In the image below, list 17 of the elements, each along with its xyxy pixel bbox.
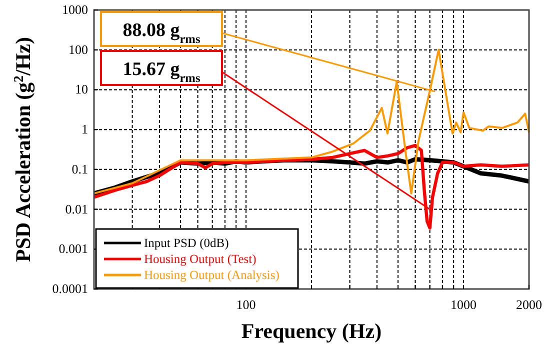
annotation: 88.08 g$_{rms}$ <box>122 20 200 46</box>
y-tick-label: 10 <box>75 82 88 97</box>
y-tick-label: 1000 <box>62 2 88 17</box>
annotation: 15.67 g$_{rms}$ <box>122 59 200 85</box>
y-tick-label: 0.001 <box>58 241 88 256</box>
y-tick-label: 0.1 <box>72 161 88 176</box>
y-tick-label: 0.01 <box>65 201 88 216</box>
y-tick-label: 0.0001 <box>52 281 88 296</box>
x-axis-title: Frequency (Hz) <box>241 319 382 343</box>
legend-label: Housing Output (Test) <box>144 252 256 266</box>
x-tick-label: 100 <box>236 297 256 312</box>
y-tick-label: 100 <box>68 42 88 57</box>
x-tick-label: 2000 <box>516 297 542 312</box>
legend-label: Input PSD (0dB) <box>144 236 229 250</box>
x-tick-label: 1000 <box>450 297 477 312</box>
legend-label: Housing Output (Analysis) <box>144 268 280 282</box>
y-tick-label: 1 <box>82 122 88 137</box>
